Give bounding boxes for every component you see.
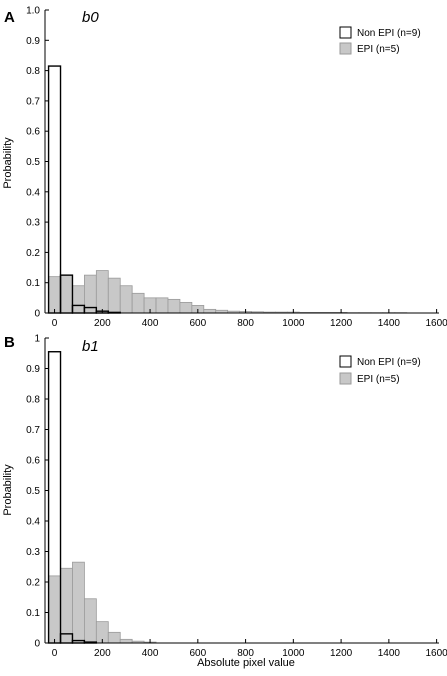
- bars-a: [47, 65, 408, 314]
- y-tick-label: 0.5: [26, 157, 40, 168]
- bar-epi-250: [107, 631, 121, 644]
- bar-epi-50: [60, 274, 73, 314]
- x-tick-label: 1600: [425, 648, 447, 659]
- x-tick-label: 200: [94, 318, 111, 329]
- x-tick-label: 0: [52, 648, 58, 659]
- y-tick-label: 0: [34, 309, 40, 320]
- x-axis-title: Absolute pixel value: [197, 657, 295, 669]
- y-tick-label: 0.6: [26, 456, 40, 467]
- y-tick-label: 1: [34, 334, 40, 345]
- y-tick-label: 0.8: [26, 395, 40, 406]
- bar-epi-100: [72, 561, 85, 644]
- x-tick-label: 1000: [282, 648, 305, 659]
- bar-epi-550: [179, 301, 193, 314]
- bar-epi-50: [60, 567, 73, 644]
- legend-label-epi: EPI (n=5): [357, 374, 400, 385]
- y-tick-label: 1.0: [26, 6, 40, 17]
- y-tick-label: 0.5: [26, 486, 40, 497]
- x-tick-label: 1400: [378, 648, 401, 659]
- y-tick-label: 0.3: [26, 547, 40, 558]
- bar-epi-300: [119, 638, 133, 644]
- y-tick-label: 0.7: [26, 425, 40, 436]
- legend-label-epi: EPI (n=5): [357, 44, 400, 55]
- legend-label-non-epi: Non EPI (n=9): [357, 28, 421, 39]
- y-axis-title-a: Probability: [2, 137, 14, 189]
- legend-swatch-non-epi: [339, 26, 352, 39]
- legend-a: Non EPI (n=9) EPI (n=5): [339, 26, 421, 55]
- panel-letter-a: A: [4, 9, 15, 26]
- bar-epi-650: [203, 308, 217, 314]
- bar-epi-200: [95, 270, 109, 314]
- panel-a: A b0 Probability 00.10.20.30.40.50.60.70…: [2, 6, 447, 330]
- panel-letter-b: B: [4, 334, 15, 351]
- bar-epi-300: [119, 285, 133, 314]
- x-tick-label: 1200: [330, 648, 353, 659]
- x-tick-label: 1400: [378, 318, 401, 329]
- bar-epi-100: [72, 285, 85, 314]
- x-tick-label: 800: [237, 648, 254, 659]
- x-tick-label: 600: [189, 318, 206, 329]
- y-tick-label: 0.2: [26, 578, 40, 589]
- bar-epi-500: [167, 298, 181, 314]
- legend-swatch-epi: [339, 372, 352, 385]
- panel-title-b0: b0: [82, 9, 99, 26]
- x-tick-label: 800: [237, 318, 254, 329]
- bar-epi-0: [48, 575, 61, 644]
- bars-b: [47, 351, 157, 644]
- bar-epi-450: [155, 297, 169, 314]
- y-tick-label: 0.9: [26, 36, 40, 47]
- y-tick-label: 0.4: [26, 517, 40, 528]
- y-tick-label: 0.3: [26, 218, 40, 229]
- y-tick-label: 0.7: [26, 96, 40, 107]
- legend-swatch-non-epi: [339, 355, 352, 368]
- y-tick-label: 0.6: [26, 127, 40, 138]
- x-tick-label: 1000: [282, 318, 305, 329]
- x-tick-label: 600: [189, 648, 206, 659]
- y-tick-label: 0: [34, 639, 40, 650]
- bar-epi-150: [84, 598, 97, 644]
- legend-swatch-epi: [339, 42, 352, 55]
- legend-label-non-epi: Non EPI (n=9): [357, 357, 421, 368]
- panel-title-b1: b1: [82, 338, 99, 355]
- bar-epi-250: [107, 277, 121, 314]
- x-tick-label: 400: [142, 318, 159, 329]
- panel-b: B b1 Probability 00.10.20.30.40.50.60.70…: [2, 334, 447, 660]
- x-tick-label: 1600: [425, 318, 447, 329]
- legend-b: Non EPI (n=9) EPI (n=5): [339, 355, 421, 385]
- axes-a: [44, 10, 439, 314]
- y-tick-label: 0.1: [26, 608, 40, 619]
- y-tick-label: 0.8: [26, 66, 40, 77]
- y-tick-label: 0.4: [26, 187, 40, 198]
- bar-non-epi-0: [47, 65, 62, 314]
- x-tick-label: 400: [142, 648, 159, 659]
- ticks-a: 0 0.1 0.2 0.3 0.4 0.5 0.6 0.7 0.8 0.9 1.0 0 200 400 60…: [26, 6, 447, 330]
- x-tick-label: 200: [94, 648, 111, 659]
- y-tick-label: 0.9: [26, 364, 40, 375]
- x-tick-label: 1200: [330, 318, 353, 329]
- bar-epi-0: [48, 276, 61, 314]
- y-tick-label: 0.1: [26, 278, 40, 289]
- y-tick-label: 0.2: [26, 248, 40, 259]
- x-tick-label: 0: [52, 318, 58, 329]
- bar-epi-350: [131, 292, 145, 314]
- y-axis-title-b: Probability: [2, 464, 14, 516]
- ticks-b: 0 0.1 0.2 0.3 0.4 0.5 0.6 0.7 0.8 0.9 1 0 200 400 600 8…: [26, 334, 447, 660]
